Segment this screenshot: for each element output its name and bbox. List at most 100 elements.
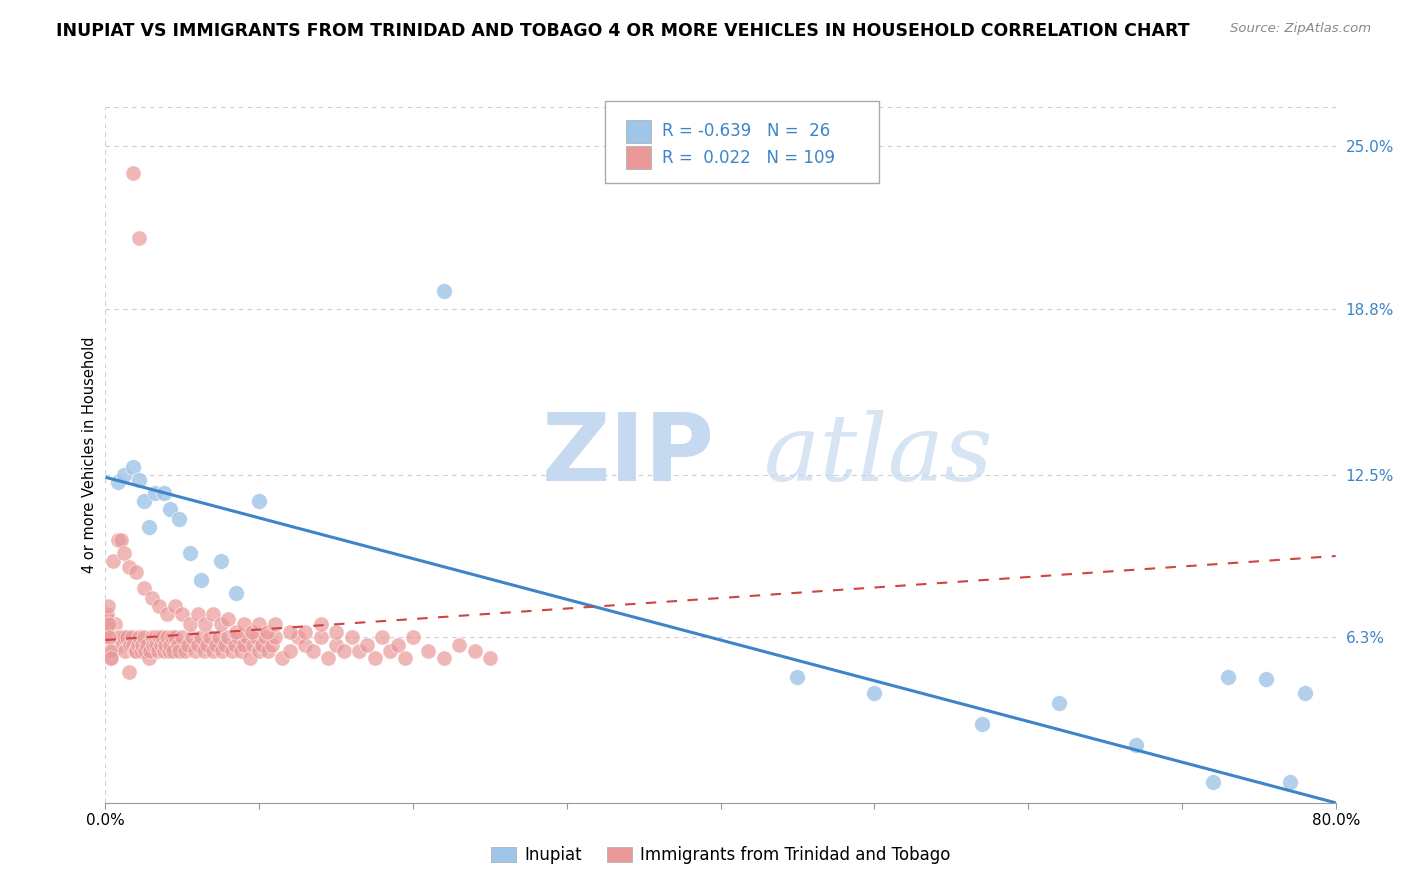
Point xyxy=(209,617,232,632)
Point xyxy=(236,631,259,645)
Point xyxy=(100,631,122,645)
Point xyxy=(208,631,231,645)
Point xyxy=(97,617,120,632)
Point xyxy=(107,533,129,548)
Point xyxy=(193,643,215,657)
Point xyxy=(122,638,145,652)
Point xyxy=(156,631,179,645)
Point xyxy=(187,638,209,652)
Point xyxy=(107,475,129,490)
Point xyxy=(97,599,120,613)
Point xyxy=(108,631,131,645)
Point xyxy=(433,284,456,298)
Point xyxy=(218,612,240,626)
Point xyxy=(1294,685,1316,699)
Point xyxy=(128,231,150,245)
Point xyxy=(271,651,294,665)
Point xyxy=(98,651,121,665)
Point xyxy=(378,643,401,657)
Point xyxy=(302,643,325,657)
Point xyxy=(127,638,149,652)
Point xyxy=(309,631,332,645)
Point xyxy=(166,638,188,652)
Text: INUPIAT VS IMMIGRANTS FROM TRINIDAD AND TOBAGO 4 OR MORE VEHICLES IN HOUSEHOLD C: INUPIAT VS IMMIGRANTS FROM TRINIDAD AND … xyxy=(56,22,1189,40)
Point xyxy=(124,643,146,657)
Point xyxy=(169,643,191,657)
Point xyxy=(260,638,283,652)
Point xyxy=(110,533,132,548)
Point xyxy=(100,651,122,665)
Point xyxy=(221,643,243,657)
Point xyxy=(138,520,160,534)
Point xyxy=(115,631,138,645)
Point xyxy=(132,581,155,595)
Point xyxy=(252,638,274,652)
Point xyxy=(1256,673,1278,687)
Point xyxy=(159,501,181,516)
Point xyxy=(205,638,228,652)
Point xyxy=(278,643,301,657)
Point xyxy=(96,625,118,640)
Point xyxy=(263,617,285,632)
Point xyxy=(247,617,270,632)
Point xyxy=(96,607,118,621)
Point xyxy=(433,651,456,665)
Point xyxy=(786,670,808,684)
Legend: Inupiat, Immigrants from Trinidad and Tobago: Inupiat, Immigrants from Trinidad and To… xyxy=(484,839,957,871)
Point xyxy=(101,643,124,657)
Point xyxy=(134,643,156,657)
Point xyxy=(141,631,163,645)
Point xyxy=(155,638,177,652)
Point xyxy=(117,665,139,679)
Point xyxy=(163,599,186,613)
Point xyxy=(96,617,118,632)
Point xyxy=(112,467,135,482)
Point xyxy=(120,638,141,652)
Point xyxy=(179,617,201,632)
Point xyxy=(294,625,316,640)
Point xyxy=(225,625,247,640)
Point xyxy=(160,631,183,645)
Point xyxy=(132,631,155,645)
Point xyxy=(141,591,163,605)
Point xyxy=(153,643,176,657)
Point xyxy=(356,638,378,652)
Text: R =  0.022   N = 109: R = 0.022 N = 109 xyxy=(662,149,835,167)
Point xyxy=(1216,670,1239,684)
Point xyxy=(125,643,148,657)
Point xyxy=(187,607,209,621)
Text: Source: ZipAtlas.com: Source: ZipAtlas.com xyxy=(1230,22,1371,36)
Point xyxy=(418,643,440,657)
Point xyxy=(143,631,166,645)
Point xyxy=(177,638,200,652)
Point xyxy=(247,494,270,508)
Point xyxy=(224,638,246,652)
Point xyxy=(172,631,194,645)
Point xyxy=(138,651,160,665)
Point xyxy=(198,631,221,645)
Point xyxy=(294,638,316,652)
Text: ZIP: ZIP xyxy=(543,409,716,501)
Point xyxy=(143,486,166,500)
Point xyxy=(190,573,212,587)
Point xyxy=(136,638,159,652)
Point xyxy=(129,643,152,657)
Point xyxy=(122,459,145,474)
Point xyxy=(1125,738,1147,752)
Point xyxy=(128,631,150,645)
Point xyxy=(239,651,262,665)
Point xyxy=(214,638,236,652)
Point xyxy=(449,638,471,652)
Point xyxy=(148,599,170,613)
Point xyxy=(325,638,347,652)
Text: atlas: atlas xyxy=(763,410,993,500)
Point xyxy=(402,631,425,645)
Point xyxy=(97,631,120,645)
Point xyxy=(318,651,340,665)
Point xyxy=(464,643,486,657)
Point xyxy=(122,166,145,180)
Point xyxy=(247,643,270,657)
Point xyxy=(240,625,263,640)
Point xyxy=(104,617,127,632)
Point xyxy=(387,638,409,652)
